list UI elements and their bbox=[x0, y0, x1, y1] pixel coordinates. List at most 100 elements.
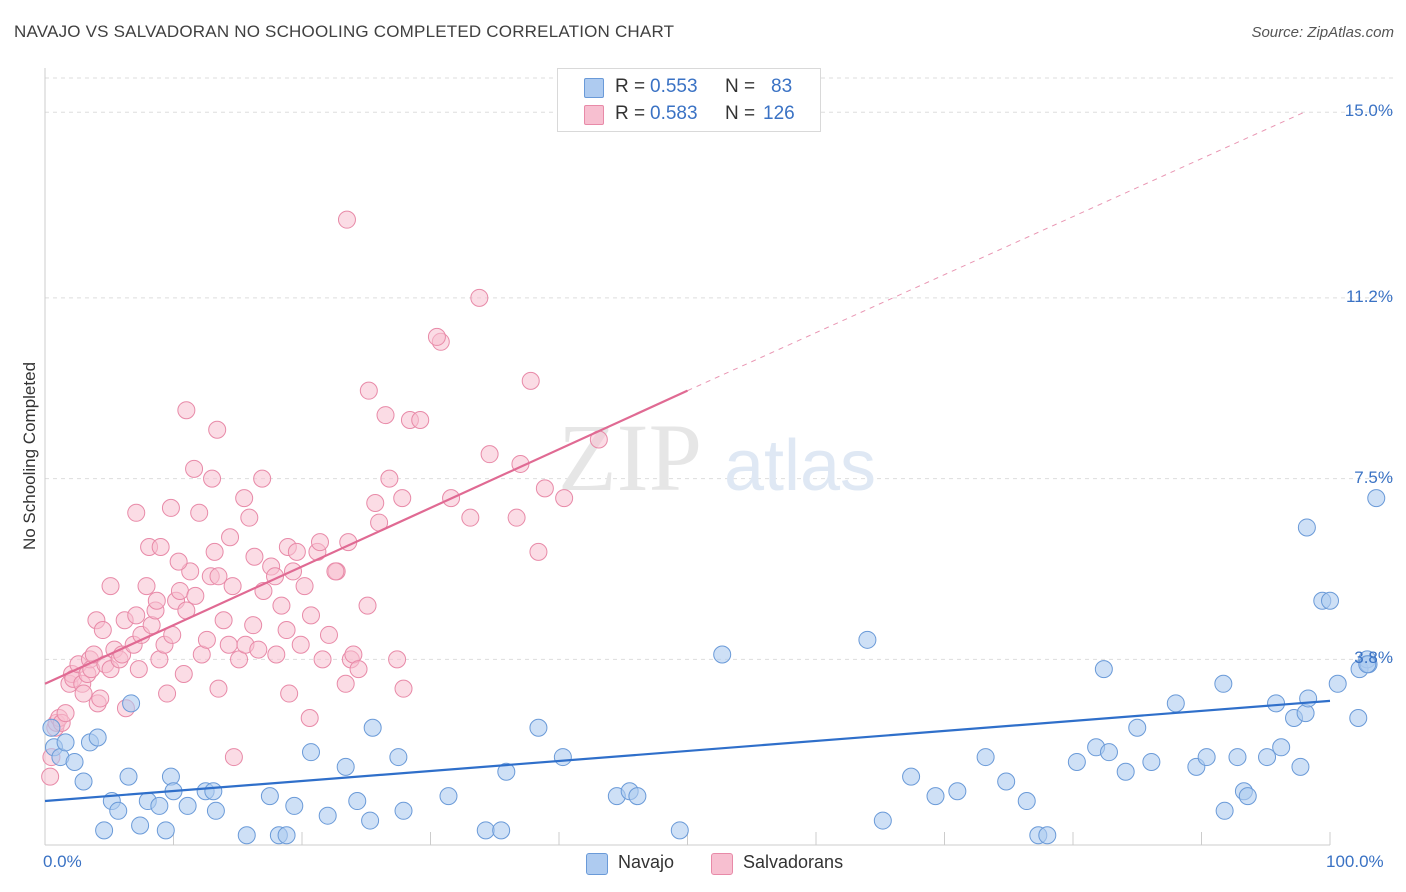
chart-title: NAVAJO VS SALVADORAN NO SCHOOLING COMPLE… bbox=[14, 22, 675, 41]
salvadorans-point bbox=[253, 469, 272, 488]
navajo-point bbox=[206, 801, 225, 820]
salvadorans-point bbox=[555, 489, 574, 508]
salvadorans-point bbox=[272, 596, 291, 615]
salvadorans-point bbox=[190, 503, 209, 522]
salvadorans-point bbox=[223, 577, 242, 596]
salvadorans-swatch bbox=[584, 105, 604, 125]
salvadorans-point bbox=[158, 684, 177, 703]
y-tick-label: 15.0% bbox=[1344, 101, 1393, 121]
salvadorans-point bbox=[245, 547, 264, 566]
bottom-legend-navajo: Navajo bbox=[586, 851, 696, 875]
navajo-point bbox=[1038, 826, 1057, 845]
salvadorans-point bbox=[507, 508, 526, 527]
navajo-point bbox=[109, 801, 128, 820]
salvadorans-point bbox=[93, 621, 112, 640]
salvadorans-point bbox=[326, 562, 345, 581]
navajo-point bbox=[858, 630, 877, 649]
salvadorans-swatch bbox=[711, 853, 733, 875]
salvadorans-point bbox=[181, 562, 200, 581]
salvadorans-point bbox=[277, 621, 296, 640]
navajo-point bbox=[95, 821, 114, 840]
salvadorans-point bbox=[244, 616, 263, 635]
navajo-points bbox=[42, 489, 1386, 845]
legend-n-value: 126 bbox=[763, 103, 795, 124]
navajo-point bbox=[902, 767, 921, 786]
salvadorans-point bbox=[380, 469, 399, 488]
navajo-legend-label: Navajo bbox=[618, 852, 675, 872]
salvadorans-trend-line bbox=[44, 389, 688, 685]
bottom-legend-salvadorans: Salvadorans bbox=[711, 851, 861, 875]
legend-r-label: R = bbox=[615, 76, 646, 97]
navajo-point bbox=[476, 821, 495, 840]
salvadorans-point bbox=[127, 503, 146, 522]
navajo-point bbox=[1296, 704, 1315, 723]
navajo-point bbox=[56, 733, 75, 752]
legend-r-value: 0.583 bbox=[650, 103, 698, 124]
salvadorans-point bbox=[529, 542, 548, 561]
navajo-point bbox=[1197, 748, 1216, 767]
grid-lines bbox=[45, 77, 1395, 660]
navajo-point bbox=[553, 748, 572, 767]
navajo-point bbox=[1238, 787, 1257, 806]
navajo-point bbox=[1128, 718, 1147, 737]
salvadorans-point bbox=[137, 577, 156, 596]
salvadorans-point bbox=[74, 684, 93, 703]
salvadorans-point bbox=[209, 679, 228, 698]
navajo-point bbox=[389, 748, 408, 767]
salvadorans-point bbox=[295, 577, 314, 596]
navajo-point bbox=[260, 787, 279, 806]
salvadorans-point bbox=[366, 494, 385, 513]
navajo-point bbox=[119, 767, 138, 786]
navajo-point bbox=[277, 826, 296, 845]
salvadorans-point bbox=[221, 528, 240, 547]
salvadorans-point bbox=[129, 660, 148, 679]
salvadorans-point bbox=[310, 533, 329, 552]
salvadorans-point bbox=[393, 489, 412, 508]
navajo-point bbox=[670, 821, 689, 840]
salvadorans-point bbox=[240, 508, 259, 527]
navajo-point bbox=[301, 743, 320, 762]
salvadorans-point bbox=[349, 660, 368, 679]
navajo-point bbox=[1116, 762, 1135, 781]
legend-r-value: 0.553 bbox=[650, 76, 698, 97]
navajo-point bbox=[161, 767, 180, 786]
y-tick-label: 11.2% bbox=[1346, 286, 1393, 306]
salvadorans-point bbox=[461, 508, 480, 527]
salvadorans-point bbox=[427, 327, 446, 346]
legend-n-label: N = bbox=[725, 103, 756, 124]
salvadorans-point bbox=[287, 542, 306, 561]
navajo-point bbox=[1349, 708, 1368, 727]
salvadorans-point bbox=[337, 210, 356, 229]
salvadorans-trend-extension bbox=[687, 111, 1305, 392]
salvadorans-point bbox=[394, 679, 413, 698]
x-tick-max: 100.0% bbox=[1326, 852, 1384, 871]
navajo-swatch bbox=[586, 853, 608, 875]
navajo-point bbox=[1017, 792, 1036, 811]
salvadorans-point bbox=[470, 288, 489, 307]
navajo-point bbox=[1291, 757, 1310, 776]
salvadorans-point bbox=[336, 674, 355, 693]
salvadorans-point bbox=[280, 684, 299, 703]
legend-row-salvadorans: R = 0.583 N = 126 bbox=[558, 101, 820, 127]
navajo-point bbox=[131, 816, 150, 835]
salvadorans-point bbox=[203, 469, 222, 488]
navajo-point bbox=[497, 762, 516, 781]
stats-legend: R = 0.553 N = 83 R = 0.583 N = 126 bbox=[557, 68, 821, 132]
navajo-point bbox=[42, 718, 61, 737]
navajo-point bbox=[150, 796, 169, 815]
navajo-point bbox=[1367, 489, 1386, 508]
salvadorans-point bbox=[300, 708, 319, 727]
navajo-point bbox=[628, 787, 647, 806]
navajo-point bbox=[1267, 694, 1286, 713]
navajo-point bbox=[1099, 743, 1118, 762]
salvadorans-point bbox=[235, 489, 254, 508]
legend-n-label: N = bbox=[725, 76, 756, 97]
navajo-point bbox=[948, 782, 967, 801]
navajo-point bbox=[122, 694, 141, 713]
navajo-point bbox=[1272, 738, 1291, 757]
navajo-point bbox=[873, 811, 892, 830]
navajo-point bbox=[1094, 660, 1113, 679]
salvadorans-point bbox=[219, 635, 238, 654]
navajo-point bbox=[394, 801, 413, 820]
